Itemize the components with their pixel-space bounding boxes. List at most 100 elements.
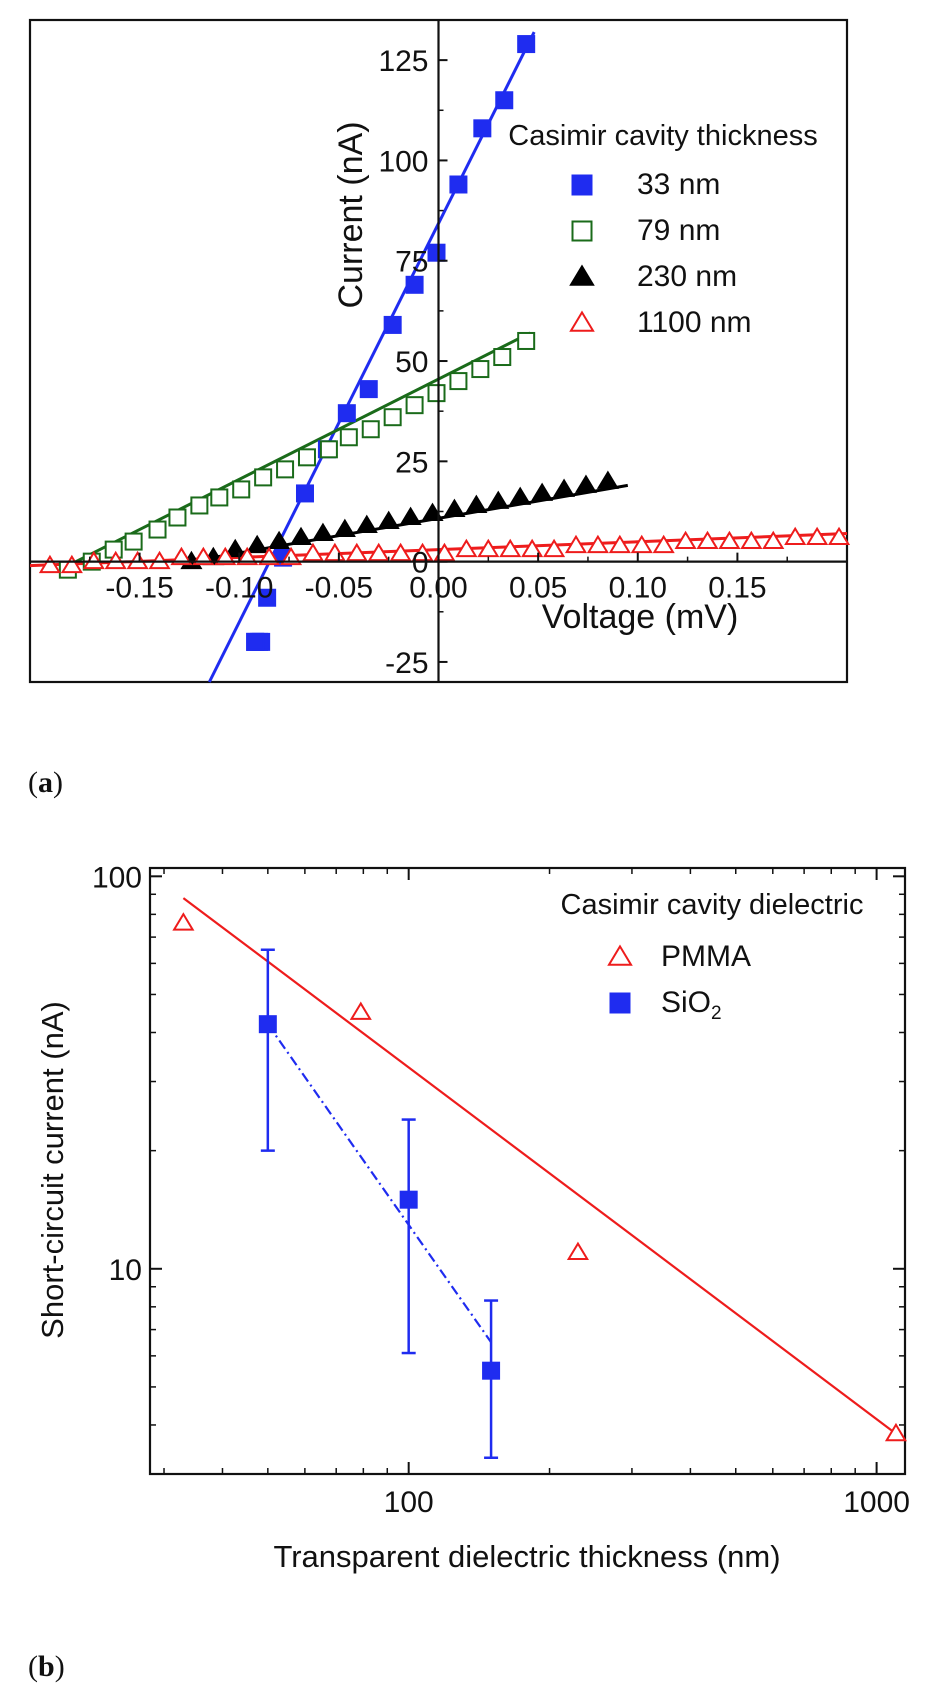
data-marks-b	[172, 912, 908, 1442]
legend-entry-b: SiO2	[661, 986, 722, 1024]
data-point-a	[674, 530, 697, 550]
data-point-a	[214, 546, 237, 566]
data-point-a	[465, 494, 488, 513]
data-point-a	[224, 538, 247, 558]
data-point-a	[806, 526, 829, 546]
x-tick-label-b: 1000	[843, 1486, 910, 1519]
fit-line-a	[207, 31, 536, 683]
data-point-a	[389, 542, 412, 562]
data-point-a	[246, 534, 269, 554]
legend-entry-a: 230 nm	[637, 260, 737, 293]
y-tick-label-a: 0	[412, 547, 429, 580]
legend-marker-a	[571, 174, 593, 196]
data-point-a	[399, 506, 422, 525]
data-point-a	[361, 420, 380, 439]
data-point-a	[367, 542, 390, 562]
data-point-a	[405, 396, 424, 415]
data-point-a	[236, 546, 259, 566]
data-point-a	[124, 532, 143, 551]
data-point-a	[449, 372, 468, 391]
data-point-a	[297, 448, 316, 467]
y-tick-label-a: 50	[395, 346, 428, 379]
legend-entry-a: 33 nm	[637, 168, 720, 201]
data-point-a	[268, 530, 291, 550]
legend-b: Casimir cavity dielectric PMMA SiO2	[561, 889, 864, 1024]
x-tick-label-a: 0.05	[509, 572, 567, 605]
y-axis-label-a: Current (nA)	[332, 121, 370, 308]
legend-a: Casimir cavity thickness 33 nm 79 nm 230 n…	[508, 120, 817, 339]
y-tick-label-a: -25	[385, 647, 428, 680]
data-point-a	[509, 486, 532, 505]
data-point-a	[405, 275, 424, 294]
data-point-a	[487, 490, 510, 509]
error-bars-b	[260, 948, 499, 1460]
x-tick-label-a: -0.10	[205, 572, 273, 605]
data-point-a	[190, 496, 209, 515]
data-point-a	[521, 538, 544, 558]
data-point-a	[473, 119, 492, 138]
x-tick-label-a: -0.05	[305, 572, 373, 605]
data-point-a	[696, 530, 719, 550]
data-point-a	[564, 534, 588, 554]
data-point-b	[566, 1241, 589, 1261]
panel-label-b: (b)	[28, 1650, 65, 1683]
data-point-a	[104, 550, 127, 570]
fit-lines-b	[182, 897, 897, 1435]
x-tick-label-a: 0.15	[708, 572, 766, 605]
fit-line-b	[266, 1023, 492, 1343]
plot-frame-b	[148, 866, 907, 1476]
data-point-a	[148, 520, 167, 539]
data-point-a	[517, 331, 536, 350]
y-tick-label-b: 10	[109, 1254, 142, 1287]
data-point-a	[258, 546, 281, 566]
legend-marker-a	[569, 264, 595, 286]
data-point-a	[126, 550, 149, 570]
data-point-a	[517, 35, 536, 54]
panel-label-a: (a)	[28, 766, 63, 799]
legend-title-b: Casimir cavity dielectric	[561, 889, 864, 921]
data-point-a	[210, 488, 229, 507]
data-point-a	[279, 546, 303, 566]
legend-entry-b: PMMA	[661, 940, 751, 973]
data-point-a	[295, 484, 314, 503]
data-point-a	[254, 468, 273, 487]
x-tick-label-a: -0.15	[105, 572, 173, 605]
legend-entry-b-name: PMMA	[661, 940, 751, 973]
legend-marker-a	[569, 310, 595, 332]
data-point-a	[258, 588, 277, 607]
data-point-a	[421, 502, 444, 521]
data-point-a	[531, 482, 554, 501]
chart-a: -0.15 -0.10 -0.05 0.00 0.05 0.10 0.15 -25 0 25 50 7…	[28, 18, 851, 684]
data-point-a	[345, 542, 368, 562]
data-point-a	[784, 526, 807, 546]
data-point-a	[443, 498, 466, 517]
y-tick-label-a: 125	[378, 45, 428, 78]
data-point-a	[232, 480, 251, 499]
x-tick-label-a: 0.00	[409, 572, 467, 605]
data-point-a	[499, 538, 522, 558]
data-point-a	[652, 534, 675, 554]
data-point-a	[630, 534, 653, 554]
data-point-a	[762, 530, 785, 550]
axes-a	[30, 20, 847, 682]
data-point-a	[276, 460, 295, 479]
data-point-a	[301, 542, 325, 562]
data-point-a	[319, 440, 338, 459]
data-point-a	[471, 360, 490, 379]
legend-entry-b-name: SiO	[661, 986, 711, 1019]
y-tick-label-a: 100	[378, 145, 428, 178]
data-point-b	[349, 1001, 372, 1020]
data-point-b	[258, 1015, 277, 1034]
legend-marker-b	[609, 992, 631, 1014]
data-point-a	[333, 518, 356, 538]
data-point-a	[608, 534, 631, 554]
data-point-a	[449, 175, 468, 194]
data-point-a	[148, 550, 171, 570]
data-point-a	[337, 404, 356, 423]
data-point-a	[289, 526, 313, 546]
y-tick-label-b: 100	[92, 861, 142, 894]
data-point-a	[170, 546, 193, 566]
data-point-a	[552, 478, 576, 497]
data-point-a	[383, 315, 402, 334]
